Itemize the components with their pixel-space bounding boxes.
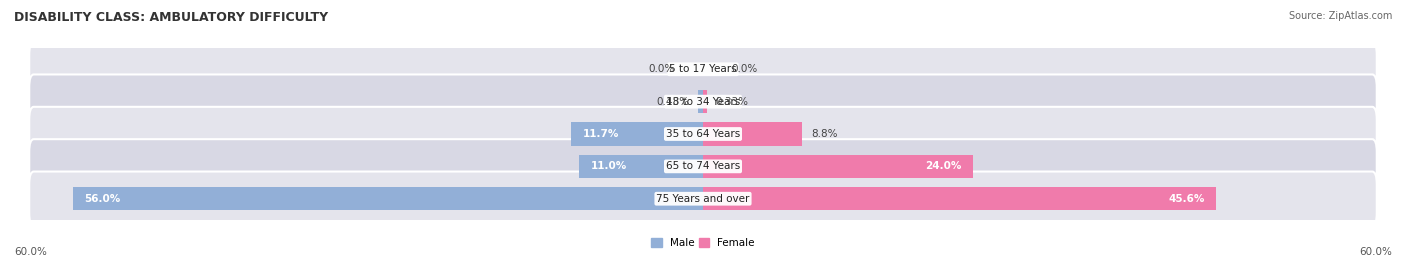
FancyBboxPatch shape [30,107,1376,161]
Bar [579,155,703,178]
FancyBboxPatch shape [30,42,1376,96]
Text: 65 to 74 Years: 65 to 74 Years [666,161,740,171]
Bar [73,187,703,210]
Bar [703,155,973,178]
Text: 0.43%: 0.43% [657,97,689,107]
Text: 0.0%: 0.0% [731,64,758,74]
FancyBboxPatch shape [30,139,1376,193]
Text: Source: ZipAtlas.com: Source: ZipAtlas.com [1288,11,1392,21]
Bar [703,122,801,146]
Text: 5 to 17 Years: 5 to 17 Years [669,64,737,74]
Text: 11.7%: 11.7% [582,129,619,139]
Text: 24.0%: 24.0% [925,161,962,171]
Legend: Male, Female: Male, Female [647,234,759,252]
FancyBboxPatch shape [30,172,1376,226]
Text: 18 to 34 Years: 18 to 34 Years [666,97,740,107]
Text: 60.0%: 60.0% [1360,247,1392,257]
FancyBboxPatch shape [30,75,1376,129]
Text: 11.0%: 11.0% [591,161,627,171]
Text: 8.8%: 8.8% [811,129,838,139]
Bar [571,122,703,146]
Text: DISABILITY CLASS: AMBULATORY DIFFICULTY: DISABILITY CLASS: AMBULATORY DIFFICULTY [14,11,328,24]
Text: 75 Years and over: 75 Years and over [657,194,749,204]
Bar [699,90,703,113]
Text: 60.0%: 60.0% [14,247,46,257]
Text: 0.33%: 0.33% [716,97,749,107]
Text: 35 to 64 Years: 35 to 64 Years [666,129,740,139]
Bar [703,90,707,113]
Bar [703,187,1216,210]
Text: 0.0%: 0.0% [648,64,675,74]
Text: 45.6%: 45.6% [1168,194,1205,204]
Text: 56.0%: 56.0% [84,194,121,204]
